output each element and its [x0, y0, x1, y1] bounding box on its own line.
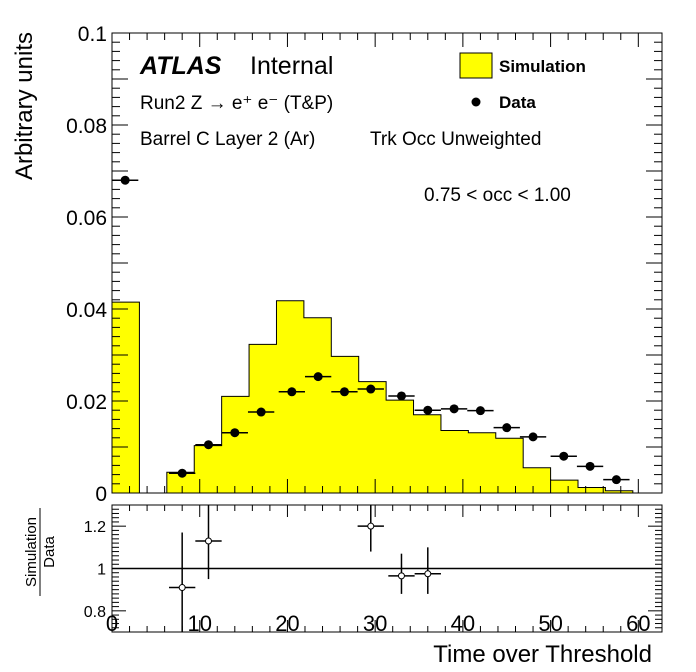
- main-y-tick-labels: 0 0.02 0.04 0.06 0.08 0.1: [66, 23, 107, 506]
- main-plot-panel: 0 0.02 0.04 0.06 0.08 0.1 Arbitrary units ATL…: [11, 23, 663, 506]
- ratio-frame: [111, 504, 663, 633]
- data-point: [230, 428, 240, 438]
- x-tick-label: 40: [451, 611, 475, 636]
- x-tick-label: 50: [538, 611, 562, 636]
- data-point: [120, 175, 130, 185]
- ratio-point: [204, 537, 212, 545]
- data-point: [313, 372, 323, 382]
- legend-simulation-swatch: [459, 52, 493, 79]
- data-points: [112, 175, 630, 485]
- data-point: [449, 404, 459, 414]
- data-point: [611, 475, 621, 485]
- simulation-histogram-outline: [112, 300, 661, 493]
- data-point: [256, 407, 266, 417]
- ratio-point: [424, 570, 432, 578]
- x-tick-label: 10: [187, 611, 211, 636]
- ratio-label-denominator: Data: [41, 536, 58, 568]
- ratio-y-tick-label: 0.8: [84, 604, 106, 621]
- ratio-points: [169, 505, 441, 632]
- data-point: [475, 406, 485, 416]
- data-point: [287, 387, 297, 397]
- x-tick-label: 0: [106, 611, 118, 636]
- legend-data-label: Data: [499, 93, 536, 112]
- main-y-tick-label: 0.06: [66, 207, 107, 230]
- x-tick-label: 60: [626, 611, 650, 636]
- atlas-label: ATLAS: [139, 52, 222, 80]
- legend-data-marker: [471, 97, 481, 107]
- ratio-label-numerator: Simulation: [23, 517, 40, 587]
- data-point: [396, 391, 406, 401]
- data-point: [423, 405, 433, 415]
- legend-simulation-label: Simulation: [499, 57, 586, 76]
- process-label: Run2 Z → e⁺ e⁻ (T&P): [140, 93, 333, 114]
- main-y-tick-label: 0.04: [66, 299, 107, 322]
- data-point: [339, 387, 349, 397]
- legend: Simulation Data: [459, 52, 586, 112]
- ratio-y-tick-labels: 0.8 1 1.2: [84, 519, 106, 621]
- main-y-tick-label: 0: [95, 483, 107, 506]
- ratio-point: [178, 584, 186, 592]
- data-point: [528, 432, 538, 442]
- main-y-tick-label: 0.08: [66, 115, 107, 138]
- data-point: [366, 384, 376, 394]
- x-tick-label: 20: [275, 611, 299, 636]
- data-point: [502, 423, 512, 433]
- ratio-y-tick-label: 1: [97, 562, 106, 579]
- main-frame: [111, 32, 663, 494]
- ratio-y-axis-label: Simulation Data: [23, 508, 58, 596]
- x-tick-labels: 0 10 20 30 40 50 60: [106, 611, 651, 636]
- data-point: [559, 451, 569, 461]
- main-y-tick-label: 0.02: [66, 391, 107, 414]
- ratio-y-tick-label: 1.2: [84, 519, 106, 536]
- main-axis-ticks: [111, 32, 662, 494]
- ratio-point: [397, 572, 405, 580]
- ratio-plot-panel: 0.8 1 1.2 0 10 20 30 40 50 60 Simulation Data Ti…: [23, 504, 663, 668]
- data-point: [177, 468, 187, 478]
- y-axis-label: Arbitrary units: [11, 32, 38, 180]
- x-axis-label: Time over Threshold: [433, 641, 652, 668]
- internal-label: Internal: [250, 52, 333, 80]
- data-point: [203, 440, 213, 450]
- x-tick-label: 30: [363, 611, 387, 636]
- ratio-point: [367, 522, 375, 530]
- weighting-label: Trk Occ Unweighted: [370, 129, 541, 150]
- simulation-histogram: [112, 300, 661, 493]
- region-label: Barrel C Layer 2 (Ar): [140, 129, 315, 150]
- occupancy-label: 0.75 < occ < 1.00: [424, 185, 571, 206]
- main-y-tick-label: 0.1: [78, 23, 107, 46]
- data-point: [585, 461, 595, 471]
